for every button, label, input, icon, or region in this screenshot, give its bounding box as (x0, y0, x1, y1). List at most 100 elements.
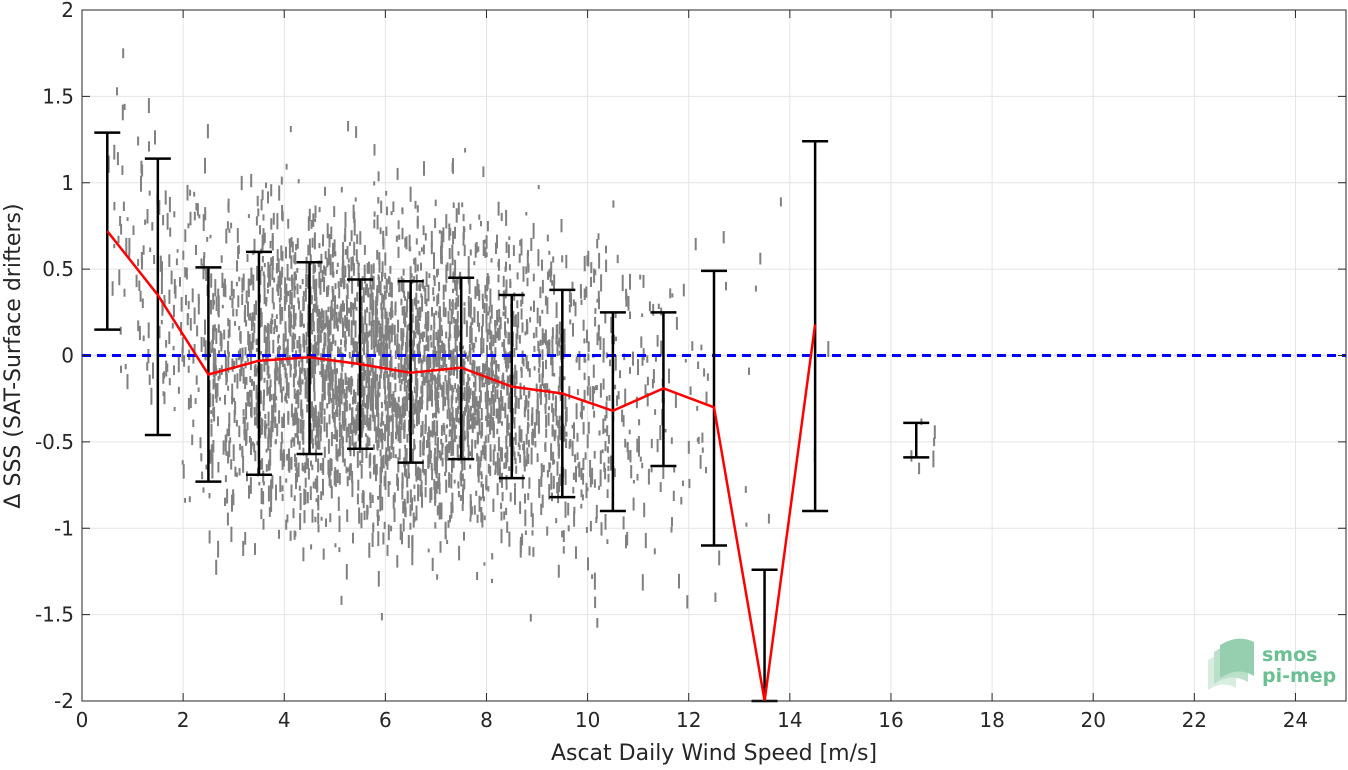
scatter-point (505, 451, 508, 465)
scatter-point (320, 355, 323, 365)
scatter-point (398, 439, 401, 443)
scatter-point (385, 226, 388, 236)
scatter-point (499, 466, 501, 483)
scatter-point (380, 428, 383, 434)
scatter-point (490, 258, 493, 263)
scatter-point (390, 211, 393, 216)
scatter-point (549, 462, 552, 469)
scatter-point (500, 502, 503, 510)
scatter-point (605, 245, 607, 254)
scatter-point (433, 323, 436, 330)
scatter-point (488, 306, 491, 313)
scatter-point (388, 446, 391, 461)
scatter-point (301, 379, 304, 385)
scatter-point (512, 310, 515, 319)
scatter-point (271, 233, 274, 243)
scatter-point (408, 472, 410, 479)
scatter-point (542, 464, 545, 473)
scatter-point (519, 382, 522, 400)
scatter-point (331, 411, 334, 419)
scatter-point (437, 329, 440, 346)
scatter-point (298, 485, 301, 491)
scatter-point (463, 244, 466, 257)
scatter-point (388, 481, 391, 485)
scatter-point (445, 434, 448, 443)
scatter-point (424, 487, 427, 498)
scatter-point (189, 394, 192, 403)
scatter-point (174, 285, 177, 299)
scatter-point (451, 244, 454, 259)
scatter-point (458, 397, 461, 410)
scatter-point (444, 523, 447, 540)
scatter-point (210, 419, 213, 423)
scatter-point (373, 466, 375, 475)
scatter-point (466, 427, 469, 440)
scatter-point (288, 448, 290, 461)
scatter-point (377, 570, 380, 587)
scatter-point (654, 354, 657, 362)
scatter-point (513, 378, 516, 387)
scatter-point (430, 384, 433, 398)
scatter-point (474, 336, 477, 343)
scatter-point (529, 614, 532, 622)
scatter-point (411, 313, 414, 323)
scatter-point (301, 278, 304, 285)
scatter-point (273, 277, 276, 283)
scatter-point (561, 255, 564, 263)
scatter-point (433, 412, 436, 418)
scatter-point (485, 402, 488, 410)
scatter-point (294, 252, 297, 265)
scatter-point (390, 282, 393, 298)
scatter-point (162, 215, 165, 226)
scatter-point (116, 87, 118, 96)
scatter-point (557, 564, 560, 578)
scatter-point (594, 596, 597, 609)
scatter-point (299, 378, 302, 395)
scatter-point (387, 422, 390, 436)
scatter-point (371, 313, 374, 327)
scatter-point (300, 313, 303, 323)
scatter-point (168, 331, 171, 345)
scatter-point (553, 429, 556, 441)
scatter-point (425, 355, 428, 365)
scatter-point (366, 332, 369, 347)
scatter-point (379, 227, 382, 235)
scatter-point (444, 375, 447, 382)
scatter-point (454, 226, 456, 239)
scatter-point (368, 542, 371, 558)
scatter-point (244, 376, 247, 390)
scatter-point (462, 378, 465, 386)
scatter-point (415, 238, 418, 245)
scatter-point (496, 378, 499, 388)
scatter-point (459, 494, 462, 501)
scatter-point (434, 218, 437, 229)
scatter-point (139, 290, 142, 302)
scatter-point (299, 350, 302, 356)
scatter-point (354, 320, 357, 338)
scatter-point (237, 245, 240, 254)
scatter-point (370, 378, 373, 386)
scatter-point (539, 339, 542, 346)
scatter-point (442, 381, 445, 398)
scatter-point (448, 298, 451, 311)
scatter-point (450, 445, 453, 457)
scatter-point (163, 298, 166, 307)
scatter-point (202, 487, 205, 493)
scatter-point (583, 389, 586, 402)
scatter-point (600, 522, 603, 536)
scatter-point (252, 274, 255, 291)
scatter-point (316, 305, 319, 317)
scatter-point (553, 281, 555, 295)
scatter-point (413, 297, 416, 305)
scatter-point (388, 392, 391, 408)
scatter-point (232, 288, 235, 299)
scatter-point (447, 311, 450, 324)
scatter-point (535, 383, 538, 393)
scatter-point (336, 262, 339, 267)
scatter-point (421, 492, 423, 508)
scatter-point (400, 358, 403, 365)
scatter-point (505, 483, 508, 490)
scatter-point (328, 371, 331, 381)
scatter-point (431, 557, 434, 571)
scatter-point (395, 423, 398, 435)
